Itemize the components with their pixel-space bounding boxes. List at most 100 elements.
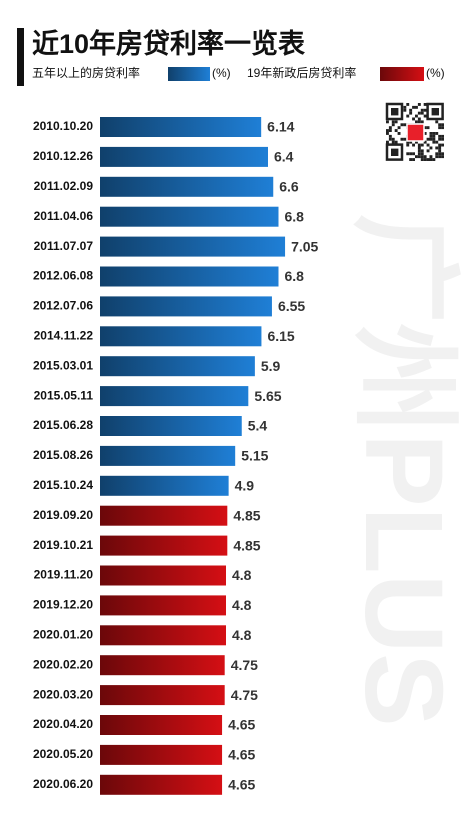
legend-unit: (%) (212, 66, 231, 80)
qr-cell (403, 105, 407, 109)
qr-cell (435, 155, 439, 159)
qr-cell (409, 140, 413, 144)
y-tick-label: 2010.12.26 (33, 149, 93, 163)
bar (100, 565, 226, 586)
qr-cell (426, 137, 430, 141)
qr-cell (391, 140, 395, 144)
y-tick-label: 2015.03.01 (33, 358, 93, 372)
qr-cell (432, 132, 436, 135)
qr-cell (409, 111, 413, 115)
bar (100, 774, 223, 795)
qr-cell (441, 143, 444, 147)
qr-cell (429, 134, 433, 138)
value-label: 4.85 (233, 507, 260, 523)
qr-finder (391, 148, 399, 156)
bar (100, 595, 226, 616)
y-tick-label: 2020.06.20 (33, 777, 93, 791)
qr-cell (438, 123, 442, 127)
qr-cell (409, 158, 413, 161)
qr-cell (432, 140, 436, 144)
qr-cell (388, 126, 392, 130)
legend-label: 五年以上的房贷利率 (32, 65, 140, 80)
legend-label: 19年新政后房贷利率 (247, 65, 356, 80)
value-label: 4.65 (228, 717, 255, 733)
qr-cell (423, 114, 427, 118)
value-label: 6.14 (267, 119, 294, 135)
qr-cell (432, 158, 436, 161)
legend-swatch (380, 67, 424, 81)
qr-cell (415, 140, 418, 144)
qr-cell (435, 120, 439, 124)
value-label: 7.05 (291, 238, 318, 254)
qr-finder (431, 108, 439, 116)
value-label: 6.6 (279, 179, 299, 195)
qr-cell (415, 114, 418, 118)
y-tick-label: 2012.07.06 (33, 299, 93, 313)
bar (100, 505, 228, 526)
qr-cell (388, 134, 392, 138)
qr-cell (435, 132, 439, 135)
qr-cell (426, 158, 430, 161)
value-label: 5.65 (254, 388, 281, 404)
y-tick-label: 2011.07.07 (34, 239, 94, 253)
qr-cell (423, 108, 427, 112)
qr-cell (386, 132, 389, 135)
y-tick-label: 2019.10.21 (33, 538, 93, 552)
y-tick-label: 2019.11.20 (34, 568, 94, 582)
qr-cell (403, 123, 407, 127)
y-tick-label: 2020.05.20 (33, 747, 93, 761)
y-tick-label: 2011.02.09 (34, 179, 94, 193)
y-tick-label: 2015.05.11 (34, 388, 94, 402)
qr-cell (391, 123, 395, 127)
qr-finder (391, 108, 399, 116)
qr-cell (386, 129, 389, 132)
legend-swatch (168, 67, 210, 81)
qr-finder (385, 102, 404, 121)
qr-cell (415, 120, 418, 124)
qr-cell (420, 155, 424, 159)
qr-cell (417, 120, 421, 124)
qr-cell (394, 129, 398, 132)
qr-cell (426, 149, 430, 153)
bar (100, 715, 223, 735)
value-label: 5.15 (241, 448, 268, 464)
qr-cell (406, 140, 410, 144)
qr-cell (438, 152, 442, 156)
qr-code (384, 101, 446, 163)
value-label: 4.9 (235, 478, 255, 494)
qr-cell (441, 123, 444, 127)
qr-cell (429, 132, 433, 135)
qr-cell (432, 134, 436, 138)
qr-cell (406, 143, 410, 147)
y-tick-label: 2020.01.20 (33, 627, 93, 641)
qr-cell (420, 152, 424, 156)
qr-cell (438, 134, 442, 138)
bar (100, 236, 286, 257)
qr-cell (417, 146, 421, 150)
y-tick-label: 2012.06.08 (33, 269, 93, 283)
value-label: 5.4 (248, 418, 268, 434)
qr-cell (397, 132, 401, 135)
value-label: 6.4 (274, 149, 294, 165)
bar (100, 176, 274, 197)
qr-cell (438, 146, 442, 150)
qr-cell (423, 140, 427, 144)
qr-finder (426, 102, 444, 121)
qr-cell (406, 152, 410, 156)
bar (100, 386, 249, 407)
chart-title: 近10年房贷利率一览表 (32, 28, 305, 59)
y-tick-label: 2015.08.26 (33, 448, 93, 462)
qr-cell (438, 155, 442, 159)
qr-finder (385, 143, 404, 161)
qr-cell (409, 108, 413, 112)
bar (100, 416, 242, 436)
bar (100, 296, 272, 317)
qr-cell (441, 155, 444, 159)
qr-cell (435, 140, 439, 144)
qr-cell (429, 155, 433, 159)
value-label: 6.8 (285, 268, 305, 284)
qr-cell (415, 105, 418, 109)
bar (100, 685, 225, 706)
value-label: 6.8 (285, 208, 305, 224)
qr-cell (412, 117, 415, 121)
